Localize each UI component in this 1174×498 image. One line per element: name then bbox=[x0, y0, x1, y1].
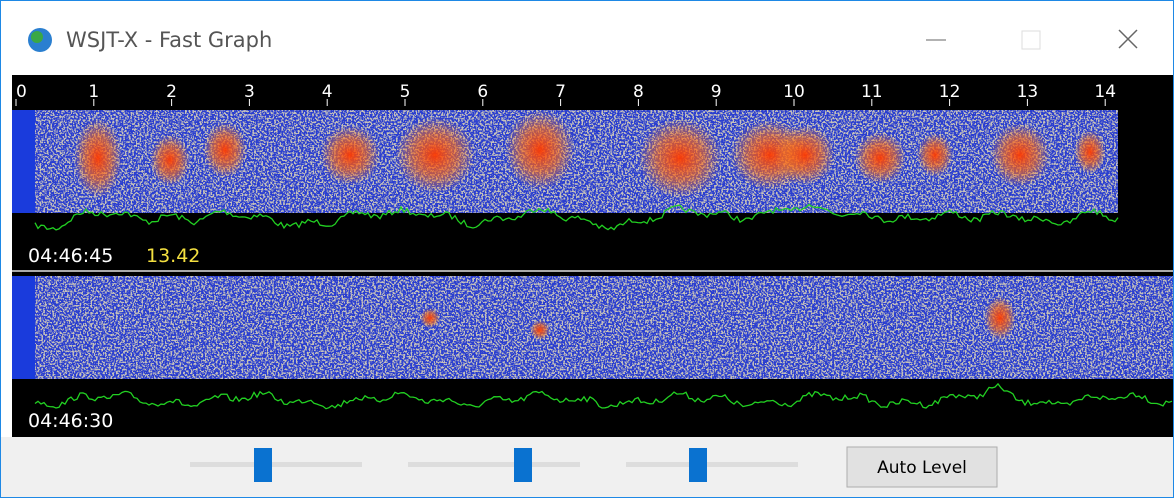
scale-label: 9 bbox=[711, 82, 722, 102]
signal-spot bbox=[854, 132, 906, 184]
scale-label: 13 bbox=[1017, 82, 1039, 102]
scale-label: 7 bbox=[555, 82, 566, 102]
controls-bar bbox=[0, 437, 1174, 498]
timestamp: 04:46:45 bbox=[28, 245, 113, 267]
scale-label: 6 bbox=[477, 82, 488, 102]
signal-spot bbox=[775, 125, 835, 185]
spectrogram-noise bbox=[35, 276, 1174, 379]
signal-spot bbox=[638, 118, 722, 198]
slider-thumb[interactable] bbox=[254, 448, 272, 482]
slider-track bbox=[190, 462, 362, 467]
scale-label: 11 bbox=[861, 82, 883, 102]
signal-spot bbox=[1074, 130, 1106, 174]
scale-label: 5 bbox=[400, 82, 411, 102]
dt-value: 13.42 bbox=[146, 245, 200, 267]
close-button[interactable] bbox=[1118, 29, 1138, 49]
slider-thumb[interactable] bbox=[689, 448, 707, 482]
auto-level-button[interactable] bbox=[846, 446, 998, 488]
button-label: Auto Level bbox=[877, 458, 967, 478]
power-trace bbox=[34, 203, 1119, 231]
slider[interactable] bbox=[190, 448, 362, 482]
spectrogram-panels: 04:46:45 13.42 04:46:30 bbox=[12, 110, 1174, 432]
signal-spot bbox=[74, 118, 122, 198]
scale-label: 1 bbox=[88, 82, 99, 102]
scale-label: 3 bbox=[244, 82, 255, 102]
power-trace bbox=[34, 382, 1173, 410]
signal-spot bbox=[505, 110, 575, 190]
app-icon-detail bbox=[31, 31, 43, 43]
spectrogram-noise bbox=[35, 110, 1118, 213]
time-scale: 012345678910111213141 bbox=[15, 82, 1116, 106]
window-title: WSJT-X - Fast Graph bbox=[66, 28, 272, 52]
signal-spot bbox=[530, 320, 550, 340]
scale-label: 4 bbox=[322, 82, 333, 102]
slider-track bbox=[408, 462, 580, 467]
slider[interactable] bbox=[408, 448, 580, 482]
scale-label: 0 bbox=[16, 82, 27, 102]
signal-spot bbox=[203, 122, 247, 178]
scale-label: 12 bbox=[939, 82, 961, 102]
scale-label: 2 bbox=[166, 82, 177, 102]
signal-spot bbox=[320, 125, 380, 185]
maximize-button[interactable] bbox=[1021, 30, 1041, 50]
signal-spot bbox=[984, 296, 1016, 340]
slider[interactable] bbox=[626, 448, 798, 482]
signal-spot bbox=[150, 134, 190, 186]
slider-track bbox=[626, 462, 798, 467]
scale-label: 10 bbox=[783, 82, 805, 102]
blue-strip bbox=[12, 110, 35, 213]
slider-thumb[interactable] bbox=[514, 448, 532, 482]
scale-label: 14 bbox=[1094, 82, 1116, 102]
signal-spot bbox=[395, 117, 475, 193]
blue-strip bbox=[12, 276, 35, 379]
signal-spot bbox=[990, 123, 1050, 187]
title-bar bbox=[0, 0, 1174, 75]
scale-label: 8 bbox=[633, 82, 644, 102]
signal-spot bbox=[420, 308, 440, 328]
timestamp: 04:46:30 bbox=[28, 410, 113, 432]
signal-spot bbox=[917, 133, 953, 177]
